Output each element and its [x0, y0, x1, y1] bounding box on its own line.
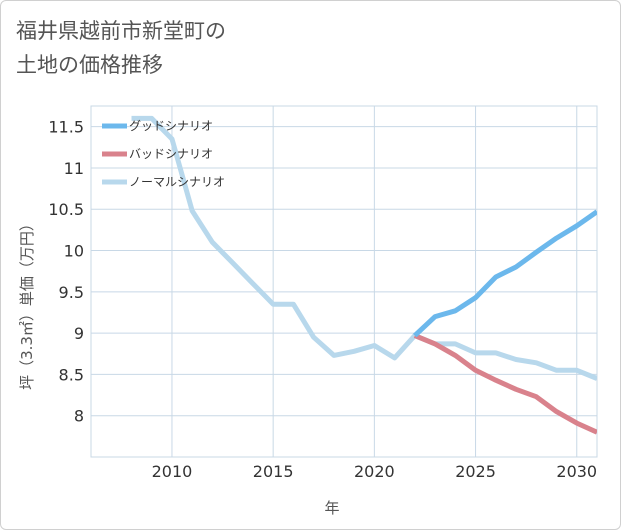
y-tick-label: 11.5	[48, 118, 84, 137]
y-tick-label: 9	[74, 324, 84, 343]
series-lines	[131, 115, 597, 435]
chart-title-line-2: 土地の価格推移	[16, 53, 163, 77]
chart-title: 福井県越前市新堂町の 土地の価格推移	[16, 14, 226, 82]
y-tick-label: 11	[64, 159, 84, 178]
x-tick-label: 2020	[354, 462, 395, 481]
series-line-1	[413, 333, 597, 435]
y-tick-label: 9.5	[59, 283, 84, 302]
y-tick-label: 10	[64, 242, 84, 261]
x-tick-label: 2030	[556, 462, 597, 481]
x-tick-label: 2025	[455, 462, 496, 481]
series-line-0	[413, 209, 597, 338]
legend-label-1: バッドシナリオ	[129, 147, 213, 161]
axis-ticks: 2010 2015 2020 2025 2030 8 8.5 9 9.5 10 10.5 11 11.5	[48, 118, 597, 481]
y-tick-label: 10.5	[48, 200, 84, 219]
x-tick-label: 2010	[152, 462, 193, 481]
legend-label-0: グッドシナリオ	[129, 119, 213, 133]
y-tick-label: 8.5	[59, 365, 84, 384]
x-axis-label: 年	[324, 499, 339, 517]
legend-label-2: ノーマルシナリオ	[129, 175, 225, 189]
chart-title-line-1: 福井県越前市新堂町の	[16, 19, 226, 43]
x-tick-label: 2015	[253, 462, 294, 481]
y-axis-label: 坪（3.3㎡）単価（万円）	[18, 216, 36, 390]
plot-area-border	[90, 105, 598, 458]
y-tick-label: 8	[74, 407, 84, 426]
grid	[90, 105, 598, 458]
series-line-2	[131, 115, 597, 381]
